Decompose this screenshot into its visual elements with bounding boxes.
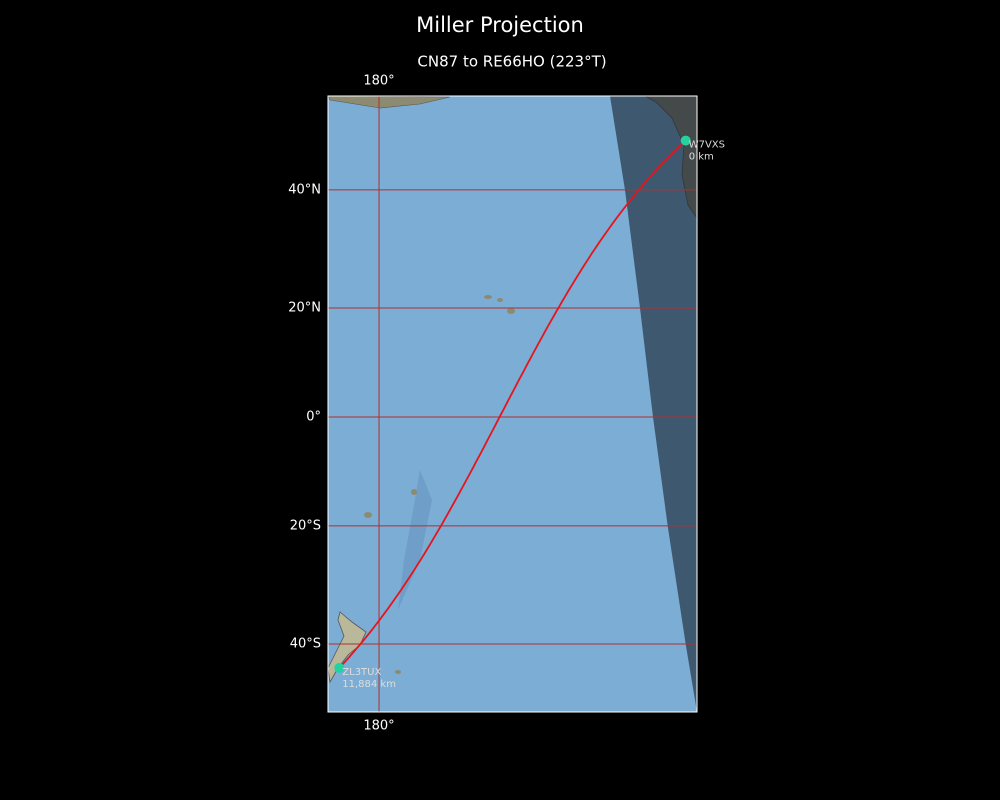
station-name: ZL3TUX [342, 667, 381, 678]
trench [398, 470, 432, 610]
island [364, 512, 372, 518]
map-subtitle: CN87 to RE66HO (223°T) [417, 53, 606, 71]
station-distance: 11,884 km [342, 679, 396, 690]
station-distance: 0 km [689, 152, 714, 163]
islands [364, 295, 515, 674]
overlay [328, 96, 697, 712]
island [497, 298, 503, 302]
lon-tick-label: 180° [363, 719, 394, 734]
island [484, 295, 492, 299]
lon-tick-label: 180° [363, 74, 394, 89]
lat-tick-label: 0° [306, 409, 321, 424]
lat-tick-label: 20°S [290, 518, 321, 533]
island [507, 308, 515, 314]
station-marker [680, 135, 691, 146]
station-marker [334, 662, 345, 673]
lat-tick-label: 40°S [290, 637, 321, 652]
island [411, 489, 417, 495]
lat-tick-label: 20°N [288, 301, 321, 316]
station-name: W7VXS [689, 140, 725, 151]
lat-tick-label: 40°N [288, 182, 321, 197]
route [338, 139, 687, 669]
island [395, 670, 401, 674]
night-shade [610, 96, 697, 712]
map-area [328, 96, 697, 712]
map-title: Miller Projection [416, 13, 584, 37]
map-frame [327, 95, 698, 713]
